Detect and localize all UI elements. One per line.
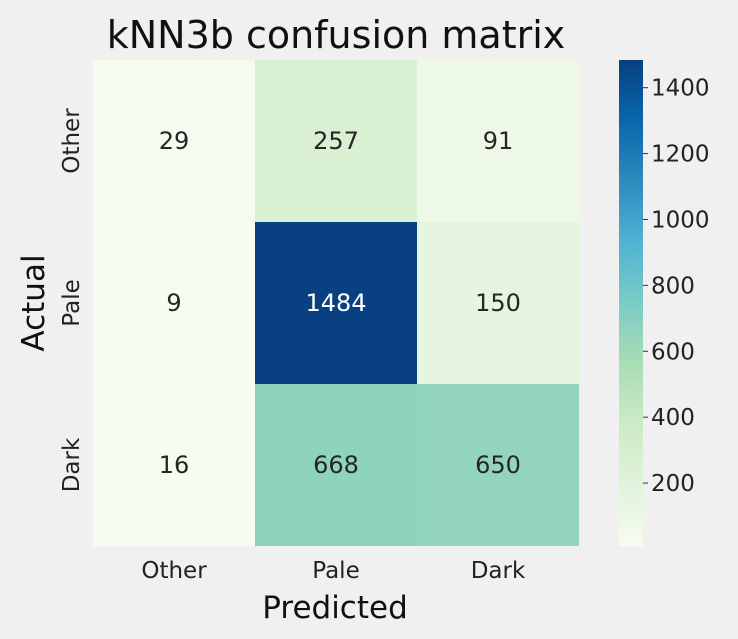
y-tick-label: Pale	[59, 279, 85, 326]
colorbar-ticks: 200 400 600 800 1000 1200 1400	[643, 76, 710, 497]
colorbar-tick-label: 1000	[651, 207, 710, 233]
y-tick-label: Other	[59, 108, 85, 174]
cell-value-label: 9	[166, 289, 181, 317]
cell-value-label: 91	[483, 127, 514, 155]
heatmap-cell	[255, 222, 417, 384]
cell-value-label: 150	[475, 289, 521, 317]
colorbar-tick-label: 200	[651, 471, 695, 497]
heatmap-cell	[255, 60, 417, 222]
x-axis-label: Predicted	[262, 590, 408, 626]
y-axis-label: Actual	[16, 254, 52, 351]
heatmap-cell	[93, 384, 255, 546]
cell-value-label: 1484	[305, 289, 366, 317]
cell-value-label: 668	[313, 451, 359, 479]
x-tick-label: Other	[141, 558, 207, 584]
y-tick-label: Dark	[59, 437, 85, 492]
x-tick-label: Dark	[471, 558, 526, 584]
y-tick-labels: Other Pale Dark	[59, 108, 85, 492]
cell-value-label: 650	[475, 451, 521, 479]
heatmap-cell	[93, 222, 255, 384]
heatmap-cell	[417, 60, 579, 222]
colorbar-tick-label: 1400	[651, 76, 710, 102]
heatmap-cell	[417, 384, 579, 546]
chart-title: kNN3b confusion matrix	[107, 13, 566, 57]
cell-value-label: 257	[313, 127, 359, 155]
x-tick-label: Pale	[312, 558, 359, 584]
heatmap-cell	[255, 384, 417, 546]
colorbar-tick-label: 600	[651, 339, 695, 365]
colorbar-tick-label: 400	[651, 405, 695, 431]
heatmap-cell	[93, 60, 255, 222]
heatmap-cells: 29 257 91 9 1484 150 16 668 650	[93, 60, 579, 546]
cell-value-label: 16	[159, 451, 190, 479]
cell-value-label: 29	[159, 127, 190, 155]
x-tick-labels: Other Pale Dark	[141, 558, 526, 584]
colorbar-tick-label: 1200	[651, 142, 710, 168]
colorbar-tick-label: 800	[651, 273, 695, 299]
colorbar	[619, 60, 643, 546]
heatmap-cell	[417, 222, 579, 384]
